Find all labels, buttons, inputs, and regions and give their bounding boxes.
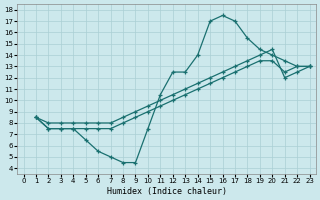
X-axis label: Humidex (Indice chaleur): Humidex (Indice chaleur) xyxy=(107,187,227,196)
